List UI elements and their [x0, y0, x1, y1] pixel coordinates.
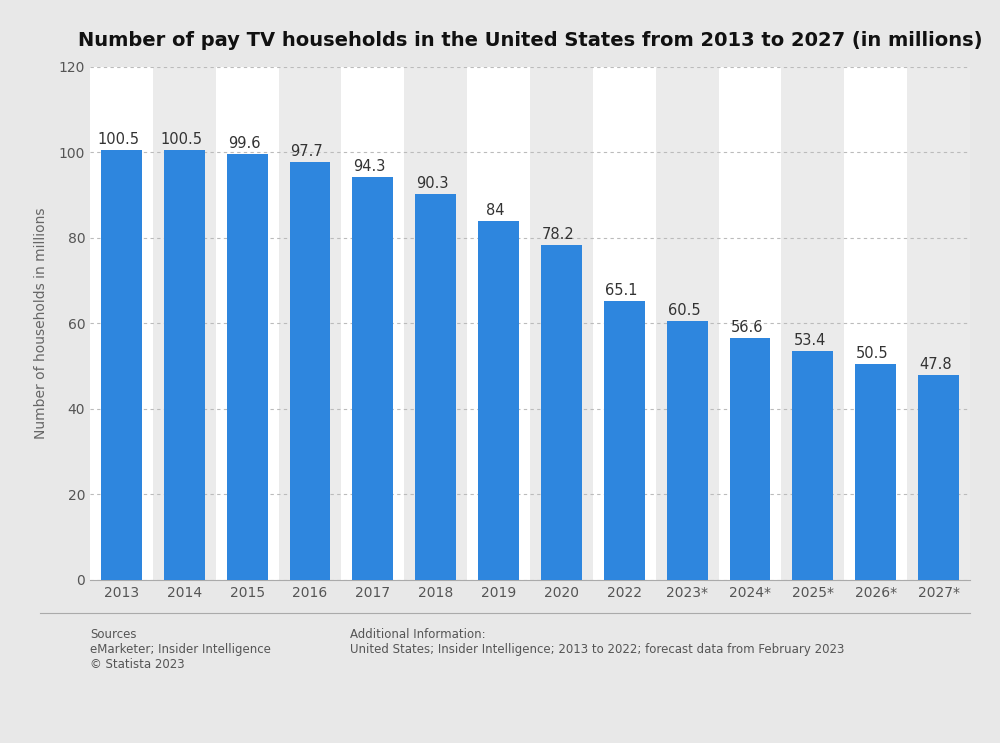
Text: 90.3: 90.3 — [416, 176, 449, 191]
Bar — [781, 67, 844, 580]
Bar — [404, 67, 467, 580]
Bar — [279, 67, 341, 580]
Text: 50.5: 50.5 — [856, 345, 889, 361]
Text: 65.1: 65.1 — [605, 283, 637, 299]
Bar — [227, 154, 268, 580]
Text: 100.5: 100.5 — [97, 132, 139, 147]
Bar — [415, 194, 456, 580]
Text: Additional Information:
United States; Insider Intelligence; 2013 to 2022; forec: Additional Information: United States; I… — [350, 628, 844, 656]
Title: Number of pay TV households in the United States from 2013 to 2027 (in millions): Number of pay TV households in the Unite… — [78, 31, 982, 50]
Text: 47.8: 47.8 — [919, 357, 952, 372]
Text: 53.4: 53.4 — [794, 334, 826, 348]
Text: 78.2: 78.2 — [542, 227, 575, 242]
Text: 60.5: 60.5 — [668, 303, 700, 318]
Bar — [604, 302, 645, 580]
Text: 84: 84 — [486, 203, 505, 218]
Bar — [352, 177, 393, 580]
Text: 100.5: 100.5 — [160, 132, 202, 147]
Bar — [656, 67, 719, 580]
Bar — [541, 245, 582, 580]
Bar — [667, 321, 708, 580]
Text: 99.6: 99.6 — [228, 136, 260, 151]
Bar — [530, 67, 593, 580]
Text: 56.6: 56.6 — [731, 319, 763, 335]
Bar — [918, 375, 959, 580]
Y-axis label: Number of households in millions: Number of households in millions — [34, 207, 48, 439]
Bar — [478, 221, 519, 580]
Bar — [907, 67, 970, 580]
Bar — [290, 162, 330, 580]
Bar — [164, 150, 205, 580]
Text: 94.3: 94.3 — [354, 159, 386, 174]
Bar — [855, 364, 896, 580]
Text: 97.7: 97.7 — [290, 144, 323, 159]
Bar — [792, 351, 833, 580]
Bar — [101, 150, 142, 580]
Bar — [153, 67, 216, 580]
Text: Sources
eMarketer; Insider Intelligence
© Statista 2023: Sources eMarketer; Insider Intelligence … — [90, 628, 271, 671]
Bar — [730, 338, 770, 580]
